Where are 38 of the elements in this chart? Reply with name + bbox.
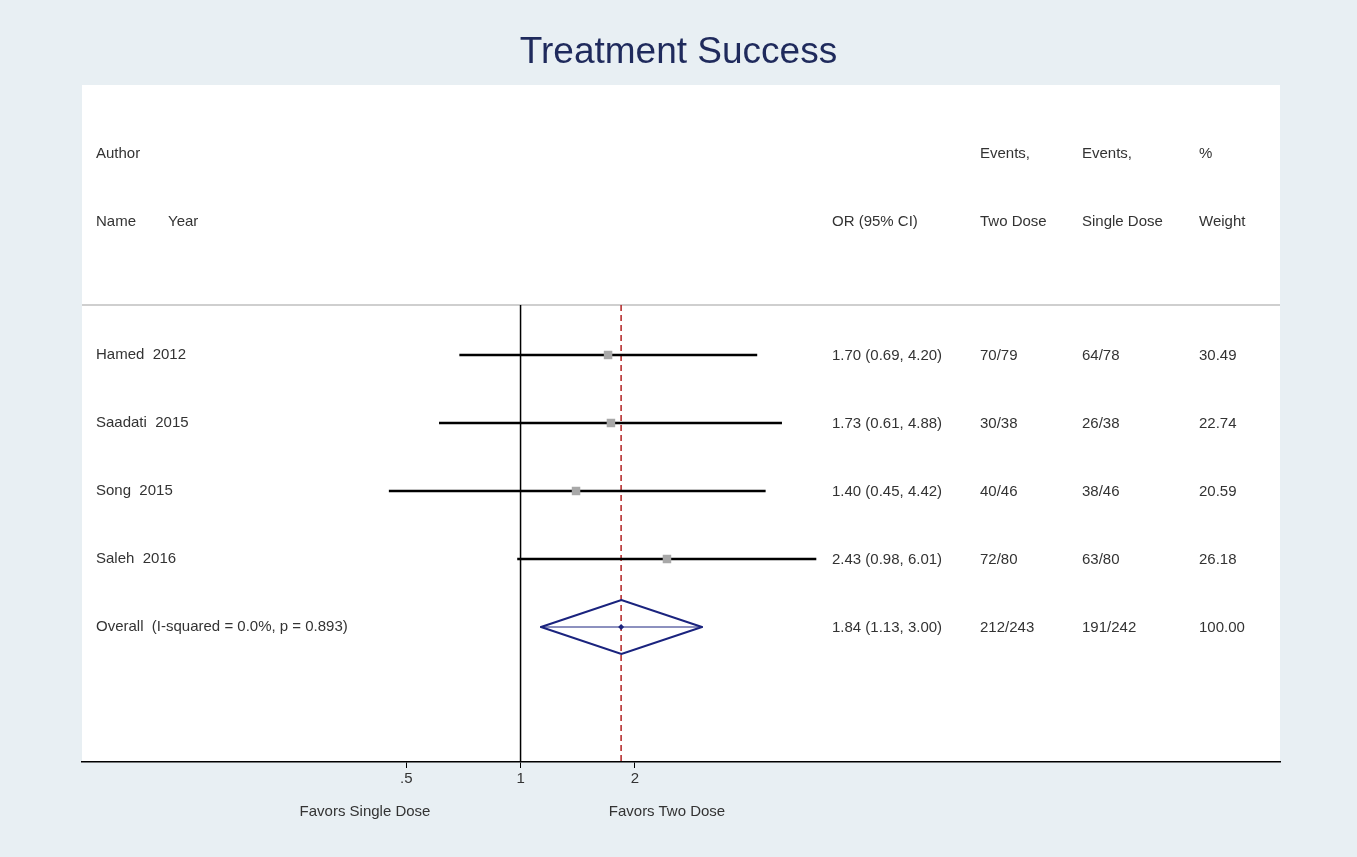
annotation: 2.43 (0.98, 6.01): [832, 549, 943, 569]
annotation: 63/80: [1082, 549, 1120, 569]
annotation: 1.73 (0.61, 4.88): [832, 413, 943, 433]
annotation: 1.40 (0.45, 4.42): [832, 481, 943, 501]
x-tick-label: 2: [630, 769, 640, 787]
annotation: 72/80: [980, 549, 1018, 569]
text: % Weight: [1199, 144, 1246, 229]
text: Events, Two Dose: [980, 144, 1047, 229]
annotation: 1.70 (0.69, 4.20): [832, 345, 943, 365]
y-tick-label: Hamed 2012: [96, 345, 187, 363]
text: Favors Two Dose: [608, 802, 726, 819]
annotation: 1.84 (1.13, 3.00): [832, 617, 943, 637]
x-tick-label: 1: [516, 769, 525, 787]
annotation: 20.59: [1199, 481, 1237, 501]
text: Author Name: [96, 144, 141, 229]
text: Events, Single Dose: [1082, 144, 1163, 229]
y-tick-label: Song 2015: [96, 481, 173, 499]
annotation: 70/79: [980, 345, 1018, 365]
y-tick-label: Overall (I-squared = 0.0%, p = 0.893): [96, 617, 348, 635]
y-tick-label: Saadati 2015: [96, 413, 189, 431]
annotation: 26.18: [1199, 549, 1237, 569]
text: OR (95% CI): [832, 211, 918, 231]
y-tick-label: Saleh 2016: [96, 549, 177, 567]
annotation: 40/46: [980, 481, 1018, 501]
annotation: 212/243: [980, 617, 1035, 637]
point: [618, 624, 625, 631]
annotation: 100.00: [1199, 617, 1245, 637]
x-tick-label: .5: [399, 769, 413, 787]
annotation: 30.49: [1199, 345, 1237, 365]
text: Year: [168, 211, 199, 231]
annotation: 30/38: [980, 413, 1018, 433]
annotation: 26/38: [1082, 413, 1120, 433]
chart-title: Treatment Success: [518, 30, 839, 72]
text: Favors Single Dose: [299, 802, 431, 819]
annotation: 64/78: [1082, 345, 1120, 365]
annotation: 38/46: [1082, 481, 1120, 501]
annotation: 22.74: [1199, 413, 1237, 433]
annotation: 191/242: [1082, 617, 1137, 637]
